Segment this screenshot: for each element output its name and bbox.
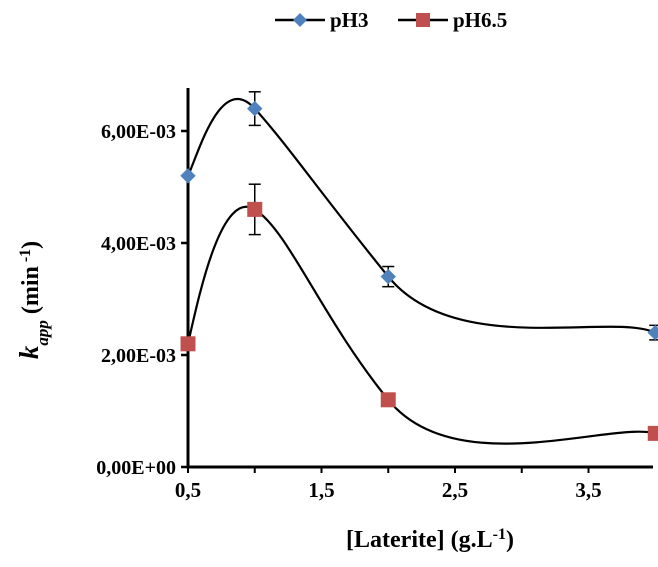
x-axis-label-sup: -1 xyxy=(493,526,506,543)
y-tick-label: 2,00E-03 xyxy=(101,345,176,367)
series-curve-pH3 xyxy=(186,98,656,334)
axes: 0,00E+00 2,00E-03 4,00E-03 6,00E-03 0,5 1,5 2,… xyxy=(96,88,653,502)
point-pH6.5 xyxy=(647,425,658,441)
point-pH3 xyxy=(180,168,196,184)
x-tick-label: 3,5 xyxy=(575,478,601,502)
legend-label-pH3: pH3 xyxy=(330,8,369,32)
series-curves xyxy=(186,98,656,445)
y-tick-label: 0,00E+00 xyxy=(96,457,176,479)
legend-label-pH6.5: pH6.5 xyxy=(453,8,507,32)
y-axis-label-k: k xyxy=(14,345,44,359)
data-markers xyxy=(180,100,658,441)
x-tick-label: 1,5 xyxy=(308,478,334,502)
point-pH3 xyxy=(647,324,658,341)
point-pH3 xyxy=(380,268,396,285)
legend: pH3 pH6.5 xyxy=(275,8,507,32)
x-tick-label: 2,5 xyxy=(442,478,468,502)
x-axis-label-end: ) xyxy=(506,527,514,553)
legend-marker-pH6.5 xyxy=(416,13,430,27)
point-pH6.5 xyxy=(380,392,396,408)
series-curve-pH6.5 xyxy=(186,205,656,445)
legend-marker-pH3 xyxy=(293,13,307,27)
point-pH6.5 xyxy=(247,201,263,217)
point-pH3 xyxy=(247,100,263,117)
x-axis-label: [Laterite] (g.L-1) xyxy=(346,526,514,554)
y-axis-label-main: (min xyxy=(18,266,44,320)
y-axis-label-end: ) xyxy=(18,241,44,249)
y-axis-label-sup: -1 xyxy=(17,249,34,266)
y-axis-label-sub: app xyxy=(33,320,52,346)
y-tick-label: 4,00E-03 xyxy=(101,233,176,255)
x-tick-label: 0,5 xyxy=(175,478,201,502)
y-tick-label: 6,00E-03 xyxy=(101,121,176,143)
point-pH6.5 xyxy=(180,336,196,352)
x-axis-label-main: [Laterite] (g.L xyxy=(346,527,493,553)
y-axis-label: kapp (min -1) xyxy=(14,241,52,359)
error-bars xyxy=(248,91,658,341)
